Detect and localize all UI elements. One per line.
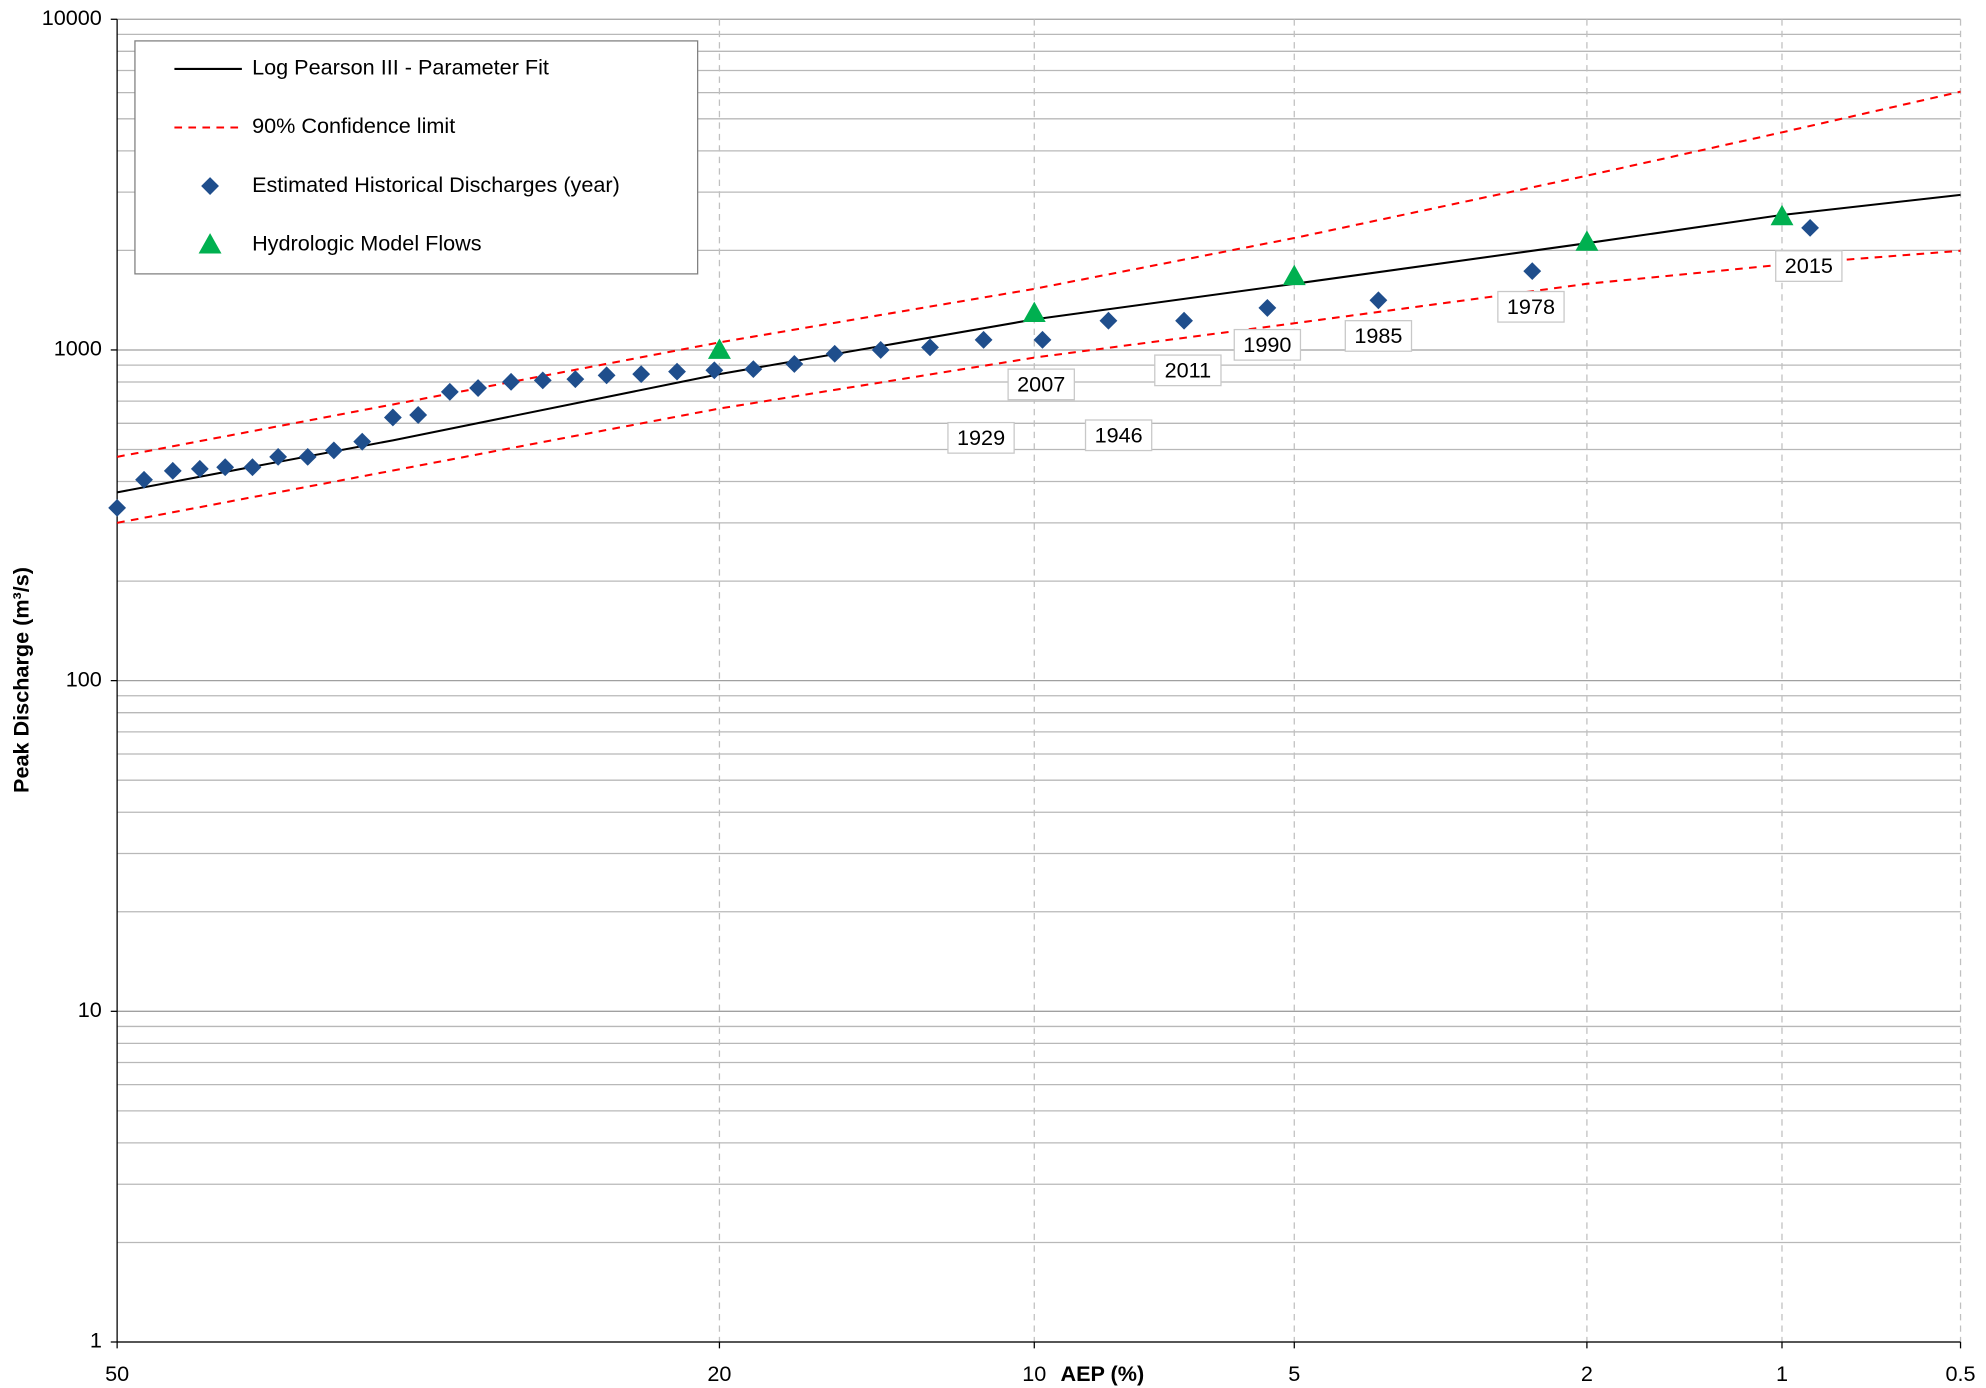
diamond-marker [744, 360, 763, 379]
diamond-marker [1369, 291, 1388, 310]
label-box [1233, 328, 1302, 361]
diamond-marker [632, 365, 651, 384]
diamond-marker [469, 379, 487, 397]
data-label: 1929 [957, 425, 1005, 450]
y-tick-label: 1 [90, 1328, 102, 1353]
series-line [116, 193, 1961, 494]
x-tick-label: 50 [105, 1361, 129, 1386]
y-tick-label: 100 [66, 666, 102, 691]
diamond-marker [409, 406, 428, 424]
diamond-marker [921, 338, 939, 357]
data-label: 2015 [1785, 253, 1833, 278]
diamond-marker [566, 370, 585, 389]
diamond-marker [298, 447, 317, 466]
diamond-marker [668, 362, 686, 381]
x-tick-label: 1 [1776, 1361, 1788, 1386]
diamond-marker [825, 344, 844, 363]
diamond-marker [533, 371, 552, 390]
data-label: 1990 [1243, 332, 1291, 357]
x-tick-label: 2 [1581, 1361, 1593, 1386]
diamond-marker [1801, 218, 1820, 237]
series-line [116, 90, 1961, 458]
diamond-marker [383, 408, 402, 427]
data-label: 2007 [1017, 371, 1065, 396]
data-label: 1978 [1507, 294, 1555, 319]
diamond-marker [1099, 311, 1118, 330]
diamond-marker [190, 459, 209, 478]
diamond-marker [108, 498, 127, 517]
triangle-marker [1575, 230, 1599, 251]
legend-box [134, 40, 699, 275]
label-box [1154, 354, 1222, 387]
x-tick-label: 5 [1288, 1361, 1300, 1386]
diamond-marker [502, 372, 520, 391]
diamond-marker [440, 382, 459, 401]
diamond-marker [201, 177, 219, 195]
triangle-marker [707, 338, 731, 359]
data-label: 1985 [1354, 323, 1402, 348]
legend-label: Estimated Historical Discharges (year) [252, 172, 620, 197]
legend-label: Hydrologic Model Flows [252, 230, 482, 255]
data-label: 1946 [1095, 422, 1143, 447]
diamond-marker [324, 441, 343, 460]
diamond-marker [1175, 311, 1193, 330]
triangle-marker [1022, 301, 1046, 322]
label-box [947, 421, 1015, 454]
y-axis-label: Peak Discharge (m³/s) [9, 567, 34, 793]
x-tick-label: 10 [1022, 1361, 1046, 1386]
diamond-marker [705, 361, 724, 380]
legend-label: Log Pearson III - Parameter Fit [252, 55, 549, 80]
diamond-marker [1258, 299, 1277, 317]
label-box [1007, 368, 1075, 401]
diamond-marker [1523, 262, 1542, 281]
diamond-marker [353, 432, 372, 451]
x-tick-label: 0.5 [1946, 1361, 1976, 1386]
diamond-marker [163, 461, 182, 480]
y-tick-label: 1000 [54, 336, 102, 361]
y-tick-label: 10000 [42, 5, 102, 30]
diamond-marker [243, 458, 262, 477]
triangle-marker [198, 233, 222, 254]
triangle-marker [1770, 204, 1794, 226]
legend-label: 90% Confidence limit [252, 113, 455, 138]
x-tick-label: 20 [707, 1361, 731, 1386]
diamond-marker [216, 458, 235, 477]
label-box [1775, 250, 1843, 282]
diamond-marker [785, 355, 804, 373]
x-axis-label: AEP (%) [1060, 1361, 1144, 1386]
label-box [1497, 290, 1565, 323]
data-label: 2011 [1165, 357, 1212, 382]
diamond-marker [974, 330, 993, 349]
diamond-marker [871, 341, 890, 359]
y-tick-label: 10 [78, 997, 102, 1022]
label-box [1084, 419, 1153, 452]
label-box [1344, 320, 1413, 352]
diamond-marker [1033, 330, 1052, 349]
triangle-marker [1282, 264, 1306, 286]
